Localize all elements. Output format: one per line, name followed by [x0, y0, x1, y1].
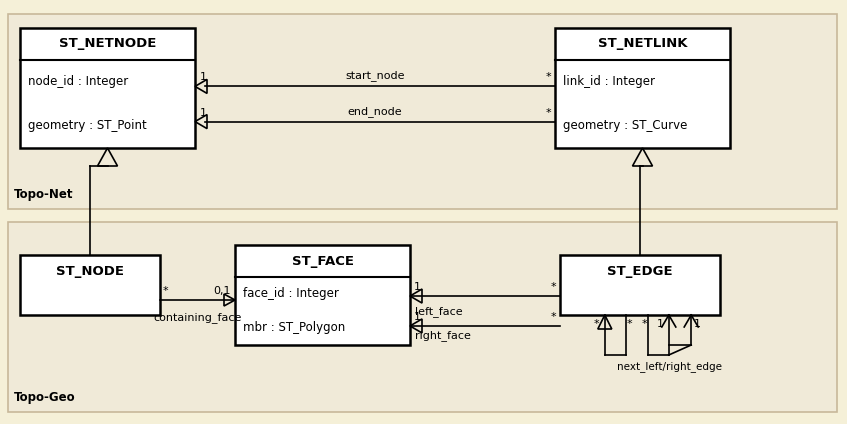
Bar — [560, 255, 720, 315]
Text: geometry : ST_Curve: geometry : ST_Curve — [563, 120, 688, 132]
Text: node_id : Integer: node_id : Integer — [28, 75, 128, 89]
Text: ST_FACE: ST_FACE — [291, 254, 353, 268]
Text: 1: 1 — [414, 312, 421, 322]
Text: ST_NODE: ST_NODE — [56, 265, 124, 277]
Text: *: * — [551, 282, 556, 292]
Text: *: * — [163, 286, 169, 296]
Text: 1: 1 — [200, 108, 207, 117]
Text: containing_face: containing_face — [153, 312, 241, 323]
Text: link_id : Integer: link_id : Integer — [563, 75, 655, 89]
Text: 1: 1 — [657, 319, 664, 329]
Text: 0,1: 0,1 — [213, 286, 231, 296]
Text: 1: 1 — [200, 73, 207, 82]
Text: Topo-Geo: Topo-Geo — [14, 391, 75, 404]
Text: Topo-Net: Topo-Net — [14, 188, 74, 201]
Text: *: * — [627, 319, 633, 329]
Text: *: * — [641, 319, 647, 329]
Bar — [235, 245, 410, 345]
Text: geometry : ST_Point: geometry : ST_Point — [28, 120, 147, 132]
Text: next_left/right_edge: next_left/right_edge — [617, 361, 722, 372]
Text: face_id : Integer: face_id : Integer — [243, 287, 339, 301]
Text: right_face: right_face — [415, 330, 471, 341]
Text: left_face: left_face — [415, 306, 462, 317]
Text: ST_NETNODE: ST_NETNODE — [58, 37, 156, 50]
Text: *: * — [594, 319, 600, 329]
Text: *: * — [551, 312, 556, 322]
Bar — [20, 28, 195, 148]
Text: *: * — [545, 73, 551, 82]
Bar — [8, 14, 837, 209]
Text: *: * — [545, 108, 551, 117]
Text: 1: 1 — [694, 319, 700, 329]
Text: mbr : ST_Polygon: mbr : ST_Polygon — [243, 321, 346, 335]
Bar — [555, 28, 730, 148]
Text: 1: 1 — [414, 282, 421, 292]
Text: ST_EDGE: ST_EDGE — [607, 265, 673, 277]
Text: ST_NETLINK: ST_NETLINK — [598, 37, 687, 50]
Bar — [8, 222, 837, 412]
Text: start_node: start_node — [346, 70, 405, 81]
Bar — [20, 255, 160, 315]
Text: end_node: end_node — [347, 106, 402, 117]
